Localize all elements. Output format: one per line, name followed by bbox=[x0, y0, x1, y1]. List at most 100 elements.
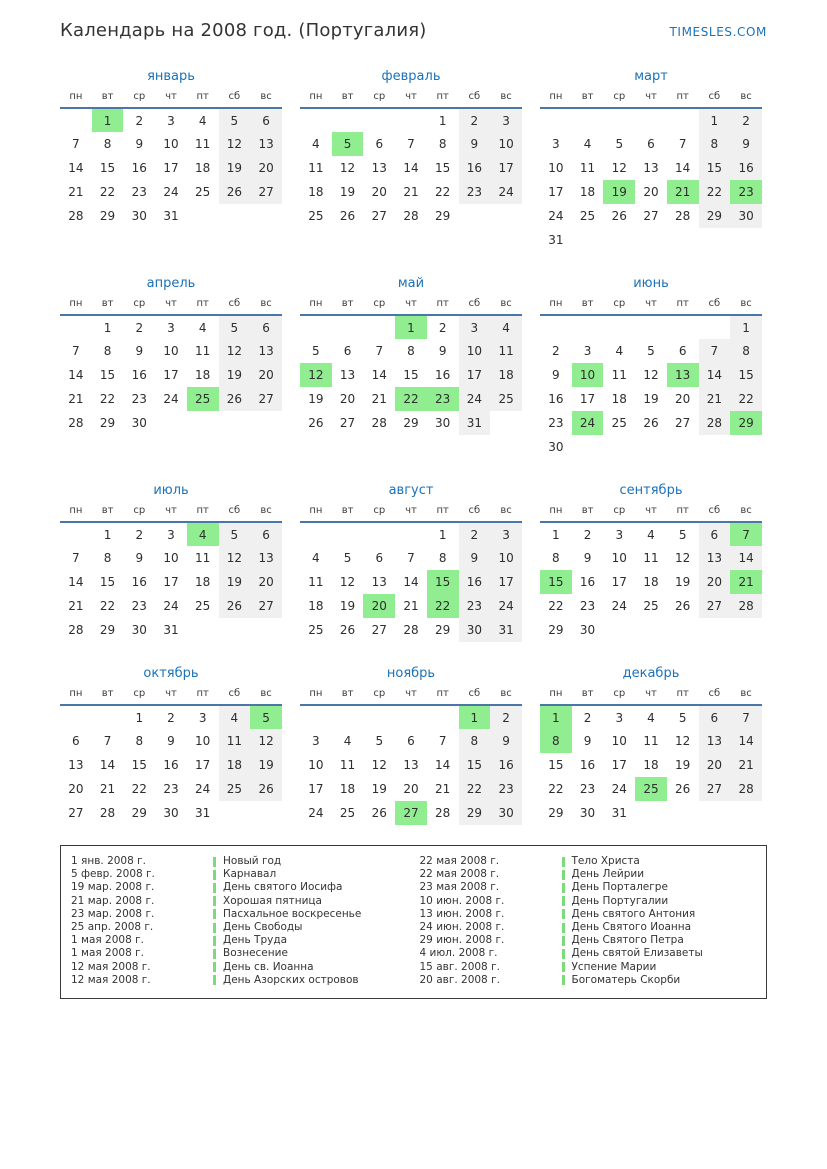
legend-item: 22 мая 2008 г. Тело Христа bbox=[414, 855, 763, 868]
month-table: пн вт ср чт пт сб вс 1 2 3 4 5 6 7 8 9 10 11 12 13 14 15 16 17 1… bbox=[300, 686, 522, 825]
weekday-header: вт bbox=[91, 686, 124, 706]
day-cell: 25 bbox=[635, 777, 667, 801]
weekday-header: пт bbox=[426, 686, 459, 706]
day-cell: 5 bbox=[218, 108, 251, 132]
weekday-header: пн bbox=[540, 89, 572, 109]
legend-holiday-name: День Святого Петра bbox=[571, 934, 684, 947]
legend-holiday-name: Тело Христа bbox=[571, 855, 640, 868]
day-cell: 30 bbox=[579, 623, 596, 637]
weekday-header: пт bbox=[186, 686, 219, 706]
day-cell: 10 bbox=[611, 551, 627, 565]
legend-date: 12 мая 2008 г. bbox=[71, 973, 151, 986]
empty-cell bbox=[667, 108, 699, 132]
day-cell: 6 bbox=[250, 108, 282, 132]
holiday-marker-icon bbox=[561, 962, 565, 973]
weekday-header: вт bbox=[571, 89, 604, 109]
day-cell: 14 bbox=[403, 161, 419, 175]
day-cell: 10 bbox=[490, 132, 522, 156]
day-cell: 2 bbox=[167, 710, 175, 725]
month-table: пн вт ср чт пт сб вс 1 2 3 4 5 6 7 8 9 10 11 12 13 14 15 16 17 1… bbox=[300, 296, 522, 435]
day-cell: 18 bbox=[218, 753, 251, 777]
day-cell: 13 bbox=[250, 546, 282, 570]
day-cell: 12 bbox=[371, 758, 387, 772]
legend-date: 23 мар. 2008 г. bbox=[71, 907, 155, 920]
empty-cell bbox=[699, 315, 731, 339]
weekday-header: вс bbox=[730, 89, 762, 109]
week-row: 28 29 30 bbox=[60, 411, 282, 435]
weekday-header: пт bbox=[186, 89, 219, 109]
day-cell: 10 bbox=[548, 161, 564, 175]
day-cell: 12 bbox=[218, 546, 251, 570]
empty-cell bbox=[603, 618, 635, 642]
day-cell: 20 bbox=[643, 185, 659, 199]
weekday-header: чт bbox=[395, 686, 427, 706]
weekday-header: чт bbox=[155, 503, 187, 523]
month-title: август bbox=[388, 483, 434, 498]
day-cell: 30 bbox=[131, 623, 147, 637]
day-cell: 7 bbox=[407, 551, 415, 565]
weekday-header: пн bbox=[60, 503, 92, 523]
day-cell: 21 bbox=[403, 599, 419, 613]
legend-item: 5 февр. 2008 г. Карнавал bbox=[65, 868, 414, 881]
day-cell: 16 bbox=[131, 161, 147, 175]
day-cell: 14 bbox=[68, 161, 84, 175]
weekday-header: вт bbox=[91, 89, 124, 109]
day-cell: 7 bbox=[407, 137, 415, 151]
weekday-header: пт bbox=[426, 296, 459, 316]
day-cell: 21 bbox=[403, 185, 419, 199]
day-cell: 3 bbox=[583, 344, 592, 358]
day-cell: 8 bbox=[103, 344, 112, 358]
weekday-header: вс bbox=[490, 89, 522, 109]
legend-date: 22 мая 2008 г. bbox=[419, 855, 500, 868]
day-cell: 29 bbox=[403, 416, 419, 430]
day-cell: 26 bbox=[611, 209, 627, 223]
day-cell: 18 bbox=[339, 782, 356, 796]
week-row: 7 8 9 10 11 12 13 bbox=[60, 546, 282, 570]
day-cell: 29 bbox=[548, 806, 564, 820]
day-cell: 18 bbox=[579, 185, 596, 199]
day-cell: 14 bbox=[403, 575, 419, 589]
day-cell: 23 bbox=[131, 392, 147, 406]
day-cell: 28 bbox=[99, 806, 116, 820]
day-cell: 19 bbox=[250, 753, 282, 777]
month-сентябрь: сентябрь пн вт ср чт пт сб вс 1 2 3 4 5 6 7 8 9 10 11 12 13 1… bbox=[540, 483, 762, 642]
weekday-header: пт bbox=[426, 89, 459, 109]
day-cell: 12 bbox=[300, 363, 332, 387]
week-row: 14 15 16 17 18 19 20 bbox=[60, 363, 282, 387]
day-cell: 23 bbox=[548, 416, 564, 430]
day-cell: 5 bbox=[343, 551, 352, 565]
day-cell: 12 bbox=[218, 339, 251, 363]
legend-date: 15 авг. 2008 г. bbox=[419, 960, 500, 973]
holiday-marker-icon bbox=[561, 935, 565, 946]
day-cell: 4 bbox=[615, 344, 624, 358]
day-cell: 25 bbox=[643, 599, 659, 613]
day-cell: 16 bbox=[163, 758, 179, 772]
legend-date: 19 мар. 2008 г. bbox=[71, 881, 155, 894]
day-cell: 26 bbox=[339, 209, 356, 223]
day-cell: 19 bbox=[643, 392, 659, 406]
day-cell: 27 bbox=[698, 594, 731, 618]
day-cell: 4 bbox=[343, 734, 352, 748]
site-link[interactable]: TIMESLES.COM bbox=[669, 25, 767, 39]
day-cell: 1 bbox=[552, 527, 560, 542]
empty-cell bbox=[540, 108, 572, 132]
day-cell: 9 bbox=[167, 734, 175, 748]
day-cell: 21 bbox=[698, 387, 731, 411]
day-cell: 1 bbox=[540, 705, 572, 729]
weekday-header: пт bbox=[666, 296, 699, 316]
day-cell: 25 bbox=[579, 209, 596, 223]
day-cell: 9 bbox=[135, 137, 144, 151]
month-table: пн вт ср чт пт сб вс 1 2 3 4 5 6 7 8 9 10 11 12 13 14 15 16 17 1… bbox=[60, 503, 282, 642]
day-cell: 5 bbox=[678, 527, 687, 542]
day-cell: 14 bbox=[730, 729, 762, 753]
day-cell: 25 bbox=[195, 599, 211, 613]
day-cell: 7 bbox=[698, 339, 731, 363]
day-cell: 10 bbox=[163, 344, 179, 358]
day-cell: 26 bbox=[218, 180, 251, 204]
weekday-header: сб bbox=[458, 89, 491, 109]
week-row: 29 30 bbox=[540, 618, 762, 642]
weekday-header: пн bbox=[300, 686, 332, 706]
day-cell: 12 bbox=[611, 161, 627, 175]
